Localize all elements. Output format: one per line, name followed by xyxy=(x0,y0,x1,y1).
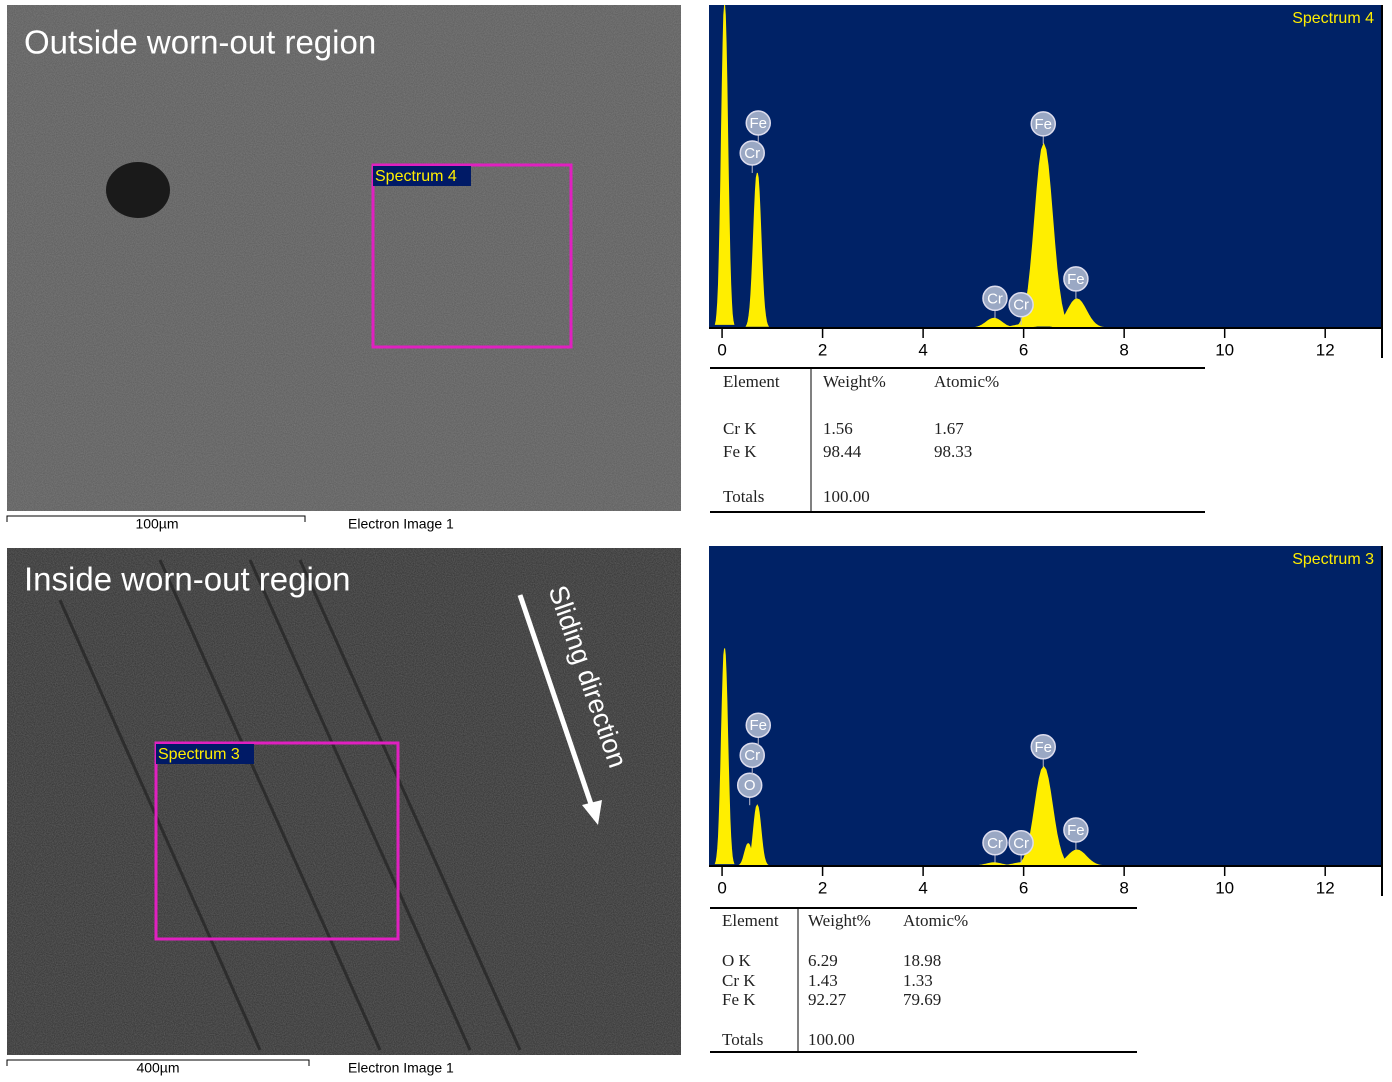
table-cell: 1.67 xyxy=(934,419,964,438)
element-marker xyxy=(1063,266,1089,292)
table-header: Atomic% xyxy=(903,911,968,930)
table-cell: Cr K xyxy=(723,419,757,438)
table-header: Weight% xyxy=(808,911,871,930)
element-marker xyxy=(739,742,765,768)
box-label-bg xyxy=(373,166,471,186)
image-label: Electron Image 1 xyxy=(348,516,454,532)
table-header: Element xyxy=(722,911,779,930)
marker-label: Cr xyxy=(744,747,760,764)
element-marker xyxy=(1008,830,1034,856)
arrow-head xyxy=(582,800,602,825)
x-tick-label: 12 xyxy=(1316,878,1335,897)
x-tick-label: 6 xyxy=(1019,340,1028,359)
table-header: Atomic% xyxy=(934,372,999,391)
element-marker xyxy=(745,110,772,136)
peak xyxy=(745,172,770,327)
box-label: Spectrum 4 xyxy=(375,168,457,185)
element-marker xyxy=(736,772,763,798)
spectrum-title: Spectrum 3 xyxy=(1292,551,1374,568)
x-tick-label: 4 xyxy=(918,340,927,359)
element-marker xyxy=(1008,292,1034,318)
marker-label: Cr xyxy=(987,290,1003,307)
element-marker xyxy=(739,140,765,166)
x-tick-label: 2 xyxy=(818,340,827,359)
table-cell: Fe K xyxy=(722,990,756,1009)
marker-label: Fe xyxy=(1034,116,1052,133)
table-cell: 1.56 xyxy=(823,419,853,438)
box-label-bg xyxy=(156,744,254,764)
element-marker xyxy=(1030,734,1056,760)
marker-label: Fe xyxy=(1067,271,1085,288)
table-cell: O K xyxy=(722,951,752,970)
element-marker xyxy=(745,712,772,738)
peak xyxy=(1048,849,1106,867)
table-total: 100.00 xyxy=(808,1030,855,1049)
arrow-shaft xyxy=(517,594,596,811)
marker-label: Fe xyxy=(749,717,767,734)
table-cell: Fe K xyxy=(723,442,757,461)
peak xyxy=(744,804,770,866)
table-header: Element xyxy=(723,372,780,391)
box-label: Spectrum 3 xyxy=(158,746,240,763)
scale-label: 100µm xyxy=(135,516,178,532)
spectrum-box xyxy=(371,163,573,349)
marker-label: Cr xyxy=(1013,297,1029,314)
scale-bar xyxy=(6,1059,310,1066)
table-total: 100.00 xyxy=(823,487,870,506)
table-cell: 98.33 xyxy=(934,442,972,461)
marker-label: Cr xyxy=(987,835,1003,852)
table-cell: 92.27 xyxy=(808,990,847,1009)
particle xyxy=(106,162,170,218)
marker-label: Fe xyxy=(749,115,767,132)
x-tick-label: 12 xyxy=(1316,340,1335,359)
peak xyxy=(714,4,735,325)
marker-label: Cr xyxy=(744,145,760,162)
x-tick-label: 4 xyxy=(918,878,927,897)
table-total: Totals xyxy=(722,1030,763,1049)
table-header: Weight% xyxy=(823,372,886,391)
marker-label: O xyxy=(744,777,756,794)
table-cell: 98.44 xyxy=(823,442,862,461)
wear-streaks xyxy=(58,559,522,1051)
image-caption: Outside worn-out region xyxy=(24,24,376,61)
image-label: Electron Image 1 xyxy=(348,1060,454,1076)
x-tick-label: 10 xyxy=(1215,878,1234,897)
element-marker xyxy=(1063,817,1089,843)
table-cell: 1.33 xyxy=(903,971,933,990)
x-tick-label: 2 xyxy=(818,878,827,897)
x-tick-label: 8 xyxy=(1119,340,1128,359)
image-caption: Inside worn-out region xyxy=(24,561,351,598)
spectrum-title: Spectrum 4 xyxy=(1292,10,1374,27)
marker-label: Cr xyxy=(1013,835,1029,852)
x-tick-label: 6 xyxy=(1019,878,1028,897)
peak xyxy=(1048,298,1106,329)
table-cell: 18.98 xyxy=(903,951,941,970)
x-tick-label: 10 xyxy=(1215,340,1234,359)
scale-bar xyxy=(6,515,306,522)
peak xyxy=(714,648,735,865)
element-marker xyxy=(982,830,1008,856)
table-cell: 79.69 xyxy=(903,990,941,1009)
sem-texture xyxy=(7,5,681,511)
scale-label: 400µm xyxy=(136,1060,179,1076)
x-tick-label: 8 xyxy=(1119,878,1128,897)
x-tick-label: 0 xyxy=(717,340,726,359)
table-cell: Cr K xyxy=(722,971,756,990)
table-total: Totals xyxy=(723,487,764,506)
marker-label: Fe xyxy=(1067,822,1085,839)
table-cell: 6.29 xyxy=(808,951,838,970)
element-marker xyxy=(982,285,1008,312)
element-marker xyxy=(1030,111,1056,137)
table-cell: 1.43 xyxy=(808,971,838,990)
marker-label: Fe xyxy=(1034,739,1052,756)
spectrum-box xyxy=(154,741,400,941)
x-tick-label: 0 xyxy=(717,878,726,897)
